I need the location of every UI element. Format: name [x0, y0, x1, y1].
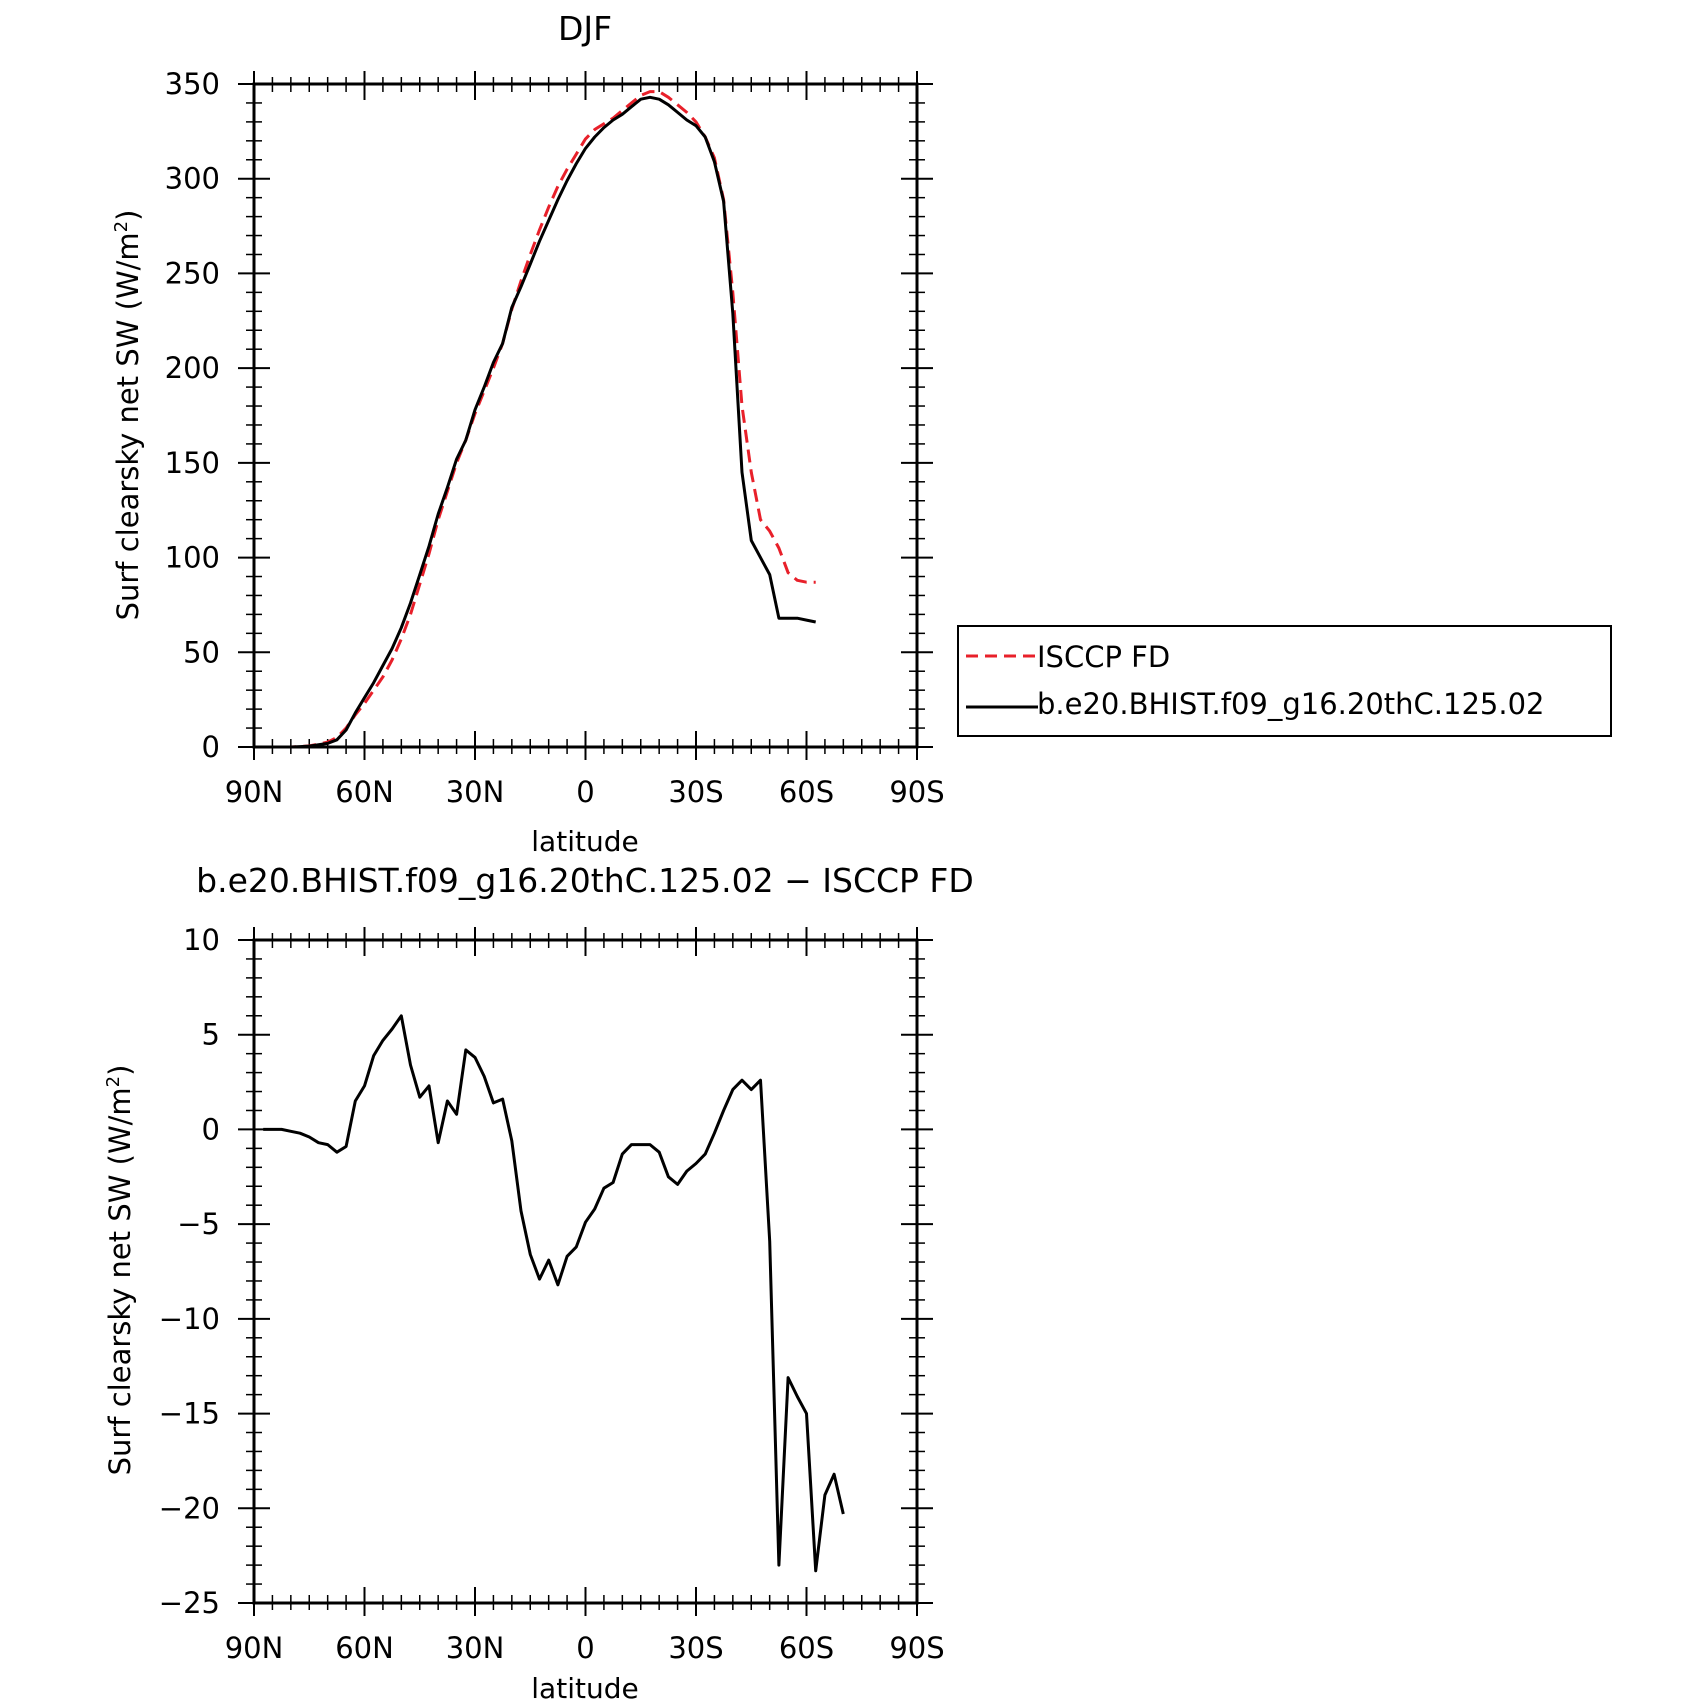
series-line-model	[263, 95, 817, 749]
x-tick-label: 90N	[225, 1631, 284, 1665]
x-tick-label: 0	[576, 775, 594, 809]
x-tick-label: 30N	[446, 1631, 505, 1665]
y-tick-label: −10	[159, 1302, 220, 1336]
top-panel: DJF 90N 60N 30N 0 30S 60S 90S 0 50 100 150 200 250 30…	[111, 9, 945, 858]
y-tick-label: 300	[165, 162, 220, 196]
x-tick-label: 60N	[335, 1631, 394, 1665]
x-tick-label: 30S	[668, 775, 723, 809]
y-tick-label: 250	[165, 256, 220, 290]
series-line-model	[263, 1014, 845, 1573]
x-tick-label: 30S	[668, 1631, 723, 1665]
y-tick-label: 0	[202, 1112, 220, 1146]
legend-box	[957, 625, 1612, 737]
y-tick-label: 150	[165, 446, 220, 480]
bottom-panel: b.e20.BHIST.f09_g16.20thC.125.02 − ISCCP…	[103, 861, 974, 1702]
bottom-panel-axes: 90N 60N 30N 0 30S 60S 90S −25 −20 −15 −10 −5 0 5 10	[159, 923, 945, 1665]
bottom-panel-xlabel: latitude	[531, 1672, 638, 1702]
top-panel-title: DJF	[558, 9, 612, 48]
x-tick-label: 60S	[779, 775, 834, 809]
x-tick-label: 30N	[446, 775, 505, 809]
x-tick-label: 0	[576, 1631, 594, 1665]
y-tick-label: −20	[159, 1491, 220, 1525]
legend-label-model: b.e20.BHIST.f09_g16.20thC.125.02	[1037, 687, 1544, 721]
y-tick-label: −25	[159, 1586, 220, 1620]
bottom-panel-title: b.e20.BHIST.f09_g16.20thC.125.02 − ISCCP…	[196, 861, 974, 900]
bottom-panel-series	[263, 1014, 845, 1573]
x-tick-label: 60S	[779, 1631, 834, 1665]
x-tick-label: 60N	[335, 775, 394, 809]
y-tick-label: −15	[159, 1397, 220, 1431]
y-tick-label: 350	[165, 67, 220, 101]
y-tick-label: 200	[165, 351, 220, 385]
y-tick-label: 50	[183, 635, 220, 669]
y-tick-label: 100	[165, 541, 220, 575]
x-tick-label: 90S	[889, 1631, 944, 1665]
x-tick-label: 90S	[889, 775, 944, 809]
top-panel-axes: 90N 60N 30N 0 30S 60S 90S 0 50 100 150 200 250 300 350	[165, 67, 945, 809]
top-panel-series	[263, 90, 817, 749]
bottom-panel-ylabel: Surf clearsky net SW (W/m2)	[103, 1065, 137, 1476]
y-tick-label: 0	[202, 730, 220, 764]
y-tick-label: 5	[202, 1018, 220, 1052]
x-tick-label: 90N	[225, 775, 284, 809]
top-panel-frame	[252, 82, 919, 749]
legend: ISCCP FD b.e20.BHIST.f09_g16.20thC.125.0…	[957, 625, 1612, 737]
top-panel-ylabel: Surf clearsky net SW (W/m2)	[111, 210, 145, 621]
series-line-isccp	[263, 90, 816, 749]
bottom-panel-frame	[252, 938, 919, 1605]
legend-label-isccp: ISCCP FD	[1037, 640, 1170, 674]
y-tick-label: −5	[177, 1207, 220, 1241]
top-panel-xlabel: latitude	[531, 825, 638, 858]
y-tick-label: 10	[183, 923, 220, 957]
